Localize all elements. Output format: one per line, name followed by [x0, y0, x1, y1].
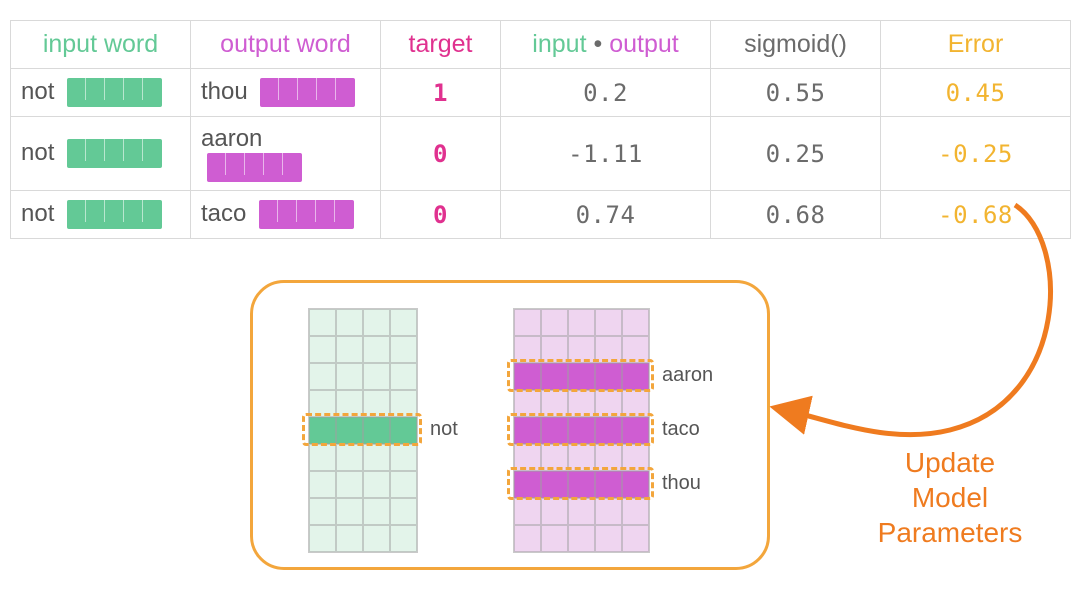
col-dot: input • output	[501, 21, 711, 69]
update-label: UpdateModelParameters	[850, 445, 1050, 550]
embedding-panel: not aarontacothou	[250, 280, 770, 570]
input-embedding-matrix: not	[308, 308, 418, 553]
matrix-row-label: not	[430, 418, 458, 441]
col-target: target	[381, 21, 501, 69]
matrix-row-label: taco	[662, 418, 700, 441]
table-row: not thou 10.20.550.45	[11, 69, 1071, 117]
output-embedding-matrix: aarontacothou	[513, 308, 650, 553]
col-input-word: input word	[11, 21, 191, 69]
table-row: not aaron 0-1.110.25-0.25	[11, 117, 1071, 191]
col-output-word: output word	[191, 21, 381, 69]
matrix-row-label: aaron	[662, 364, 713, 387]
matrix-row-label: thou	[662, 472, 701, 495]
table-header-row: input wordoutput wordtargetinput • outpu…	[11, 21, 1071, 69]
update-arrow	[770, 200, 1070, 460]
col-sigmoid: sigmoid()	[711, 21, 881, 69]
col-error: Error	[881, 21, 1071, 69]
